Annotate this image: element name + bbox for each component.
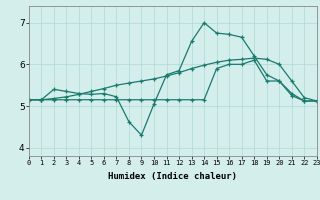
- X-axis label: Humidex (Indice chaleur): Humidex (Indice chaleur): [108, 172, 237, 181]
